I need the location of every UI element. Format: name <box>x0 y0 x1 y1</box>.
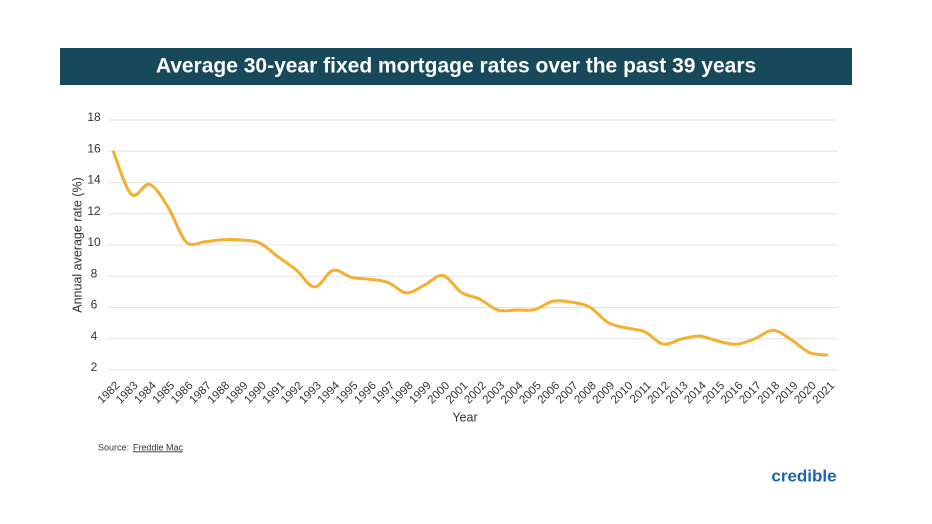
y-tick-label: 12 <box>87 204 101 218</box>
chart-title: Average 30-year fixed mortgage rates ove… <box>156 55 756 78</box>
y-axis-label: Annual average rate (%) <box>70 177 84 313</box>
y-tick-label: 18 <box>87 110 101 124</box>
source[interactable]: Freddie Mac <box>133 442 184 452</box>
brand-logo: credible <box>771 466 836 485</box>
data-line <box>111 150 829 357</box>
y-tick-label: 6 <box>91 298 98 312</box>
x-axis-label: Year <box>452 410 477 424</box>
y-tick-label: 4 <box>91 329 98 343</box>
y-tick-label: 10 <box>87 235 101 249</box>
title-banner <box>60 48 852 85</box>
y-tick-label: 8 <box>91 266 98 280</box>
y-tick-label: 14 <box>87 173 101 187</box>
y-tick-label: 16 <box>87 141 101 155</box>
y-tick-label: 2 <box>91 360 98 374</box>
source-prefix: Source: <box>98 442 129 452</box>
plot-area: 2468101214161819821983198419851986198719… <box>87 110 838 406</box>
x-tick-label: 2021 <box>811 380 838 407</box>
